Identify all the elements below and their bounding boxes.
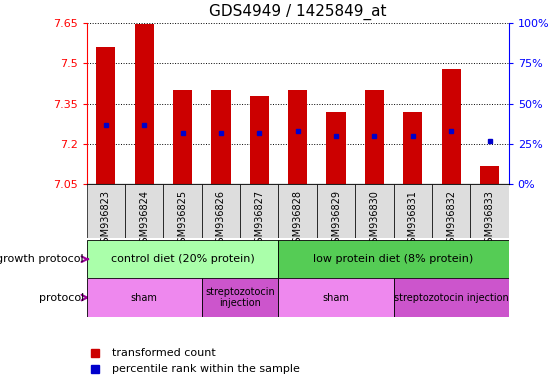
Text: streptozotocin
injection: streptozotocin injection bbox=[205, 287, 275, 308]
Text: GSM936826: GSM936826 bbox=[216, 190, 226, 249]
Bar bbox=[288, 90, 307, 184]
Text: sham: sham bbox=[131, 293, 158, 303]
Text: control diet (20% protein): control diet (20% protein) bbox=[111, 254, 254, 264]
FancyBboxPatch shape bbox=[202, 278, 278, 317]
Bar bbox=[135, 25, 154, 184]
Text: GSM936833: GSM936833 bbox=[485, 190, 495, 248]
FancyBboxPatch shape bbox=[432, 184, 470, 238]
Text: low protein diet (8% protein): low protein diet (8% protein) bbox=[314, 254, 473, 264]
Text: GSM936824: GSM936824 bbox=[139, 190, 149, 249]
Bar bbox=[365, 90, 384, 184]
Text: growth protocol: growth protocol bbox=[0, 254, 84, 264]
FancyBboxPatch shape bbox=[394, 184, 432, 238]
Text: GSM936831: GSM936831 bbox=[408, 190, 418, 248]
Text: GSM936825: GSM936825 bbox=[178, 190, 188, 249]
FancyBboxPatch shape bbox=[394, 278, 509, 317]
Bar bbox=[250, 96, 269, 184]
Text: percentile rank within the sample: percentile rank within the sample bbox=[112, 364, 300, 374]
Text: GSM936832: GSM936832 bbox=[446, 190, 456, 249]
FancyBboxPatch shape bbox=[87, 184, 125, 238]
Bar bbox=[326, 112, 345, 184]
FancyBboxPatch shape bbox=[278, 184, 317, 238]
FancyBboxPatch shape bbox=[470, 184, 509, 238]
FancyBboxPatch shape bbox=[125, 184, 163, 238]
FancyBboxPatch shape bbox=[87, 240, 278, 278]
FancyBboxPatch shape bbox=[317, 184, 355, 238]
FancyBboxPatch shape bbox=[240, 184, 278, 238]
Text: GSM936829: GSM936829 bbox=[331, 190, 341, 249]
FancyBboxPatch shape bbox=[278, 278, 394, 317]
Bar bbox=[480, 166, 499, 184]
FancyBboxPatch shape bbox=[278, 240, 509, 278]
Text: GSM936828: GSM936828 bbox=[293, 190, 302, 249]
FancyBboxPatch shape bbox=[355, 184, 394, 238]
Text: GSM936827: GSM936827 bbox=[254, 190, 264, 249]
Bar bbox=[403, 112, 423, 184]
Text: streptozotocin injection: streptozotocin injection bbox=[394, 293, 509, 303]
FancyBboxPatch shape bbox=[163, 184, 202, 238]
FancyBboxPatch shape bbox=[87, 278, 202, 317]
Text: protocol: protocol bbox=[39, 293, 84, 303]
Bar bbox=[211, 90, 230, 184]
Text: transformed count: transformed count bbox=[112, 348, 216, 358]
Text: GSM936823: GSM936823 bbox=[101, 190, 111, 249]
FancyBboxPatch shape bbox=[202, 184, 240, 238]
Bar bbox=[96, 47, 115, 184]
Title: GDS4949 / 1425849_at: GDS4949 / 1425849_at bbox=[209, 4, 386, 20]
Text: GSM936830: GSM936830 bbox=[369, 190, 380, 248]
Bar bbox=[173, 90, 192, 184]
Bar bbox=[442, 69, 461, 184]
Text: sham: sham bbox=[323, 293, 349, 303]
